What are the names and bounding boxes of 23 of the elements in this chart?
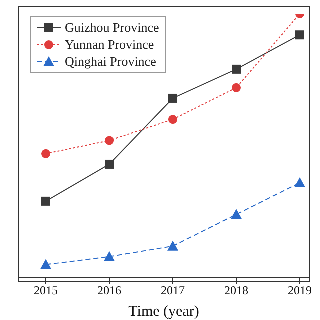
x-tick-label: 2017 xyxy=(161,284,185,298)
point xyxy=(105,136,114,146)
point xyxy=(232,64,241,74)
point xyxy=(168,115,178,124)
x-axis-title: Time (year) xyxy=(128,304,200,320)
x-tick-label: 2019 xyxy=(288,284,312,298)
legend-label: Yunnan Province xyxy=(65,36,154,53)
x-tick-label: 2018 xyxy=(224,284,248,298)
point xyxy=(42,149,50,158)
point xyxy=(231,209,242,220)
legend-label: Guizhou Province xyxy=(65,19,160,36)
point xyxy=(168,240,178,251)
point xyxy=(294,177,306,188)
x-tick-label: 2015 xyxy=(34,284,58,298)
point xyxy=(232,83,241,92)
point xyxy=(104,251,115,262)
x-tick-label: 2016 xyxy=(98,284,122,298)
legend-label: Qinghai Province xyxy=(65,53,156,70)
point xyxy=(42,196,50,206)
point xyxy=(105,160,114,169)
point xyxy=(296,30,304,40)
point xyxy=(40,259,52,270)
point xyxy=(168,94,178,103)
